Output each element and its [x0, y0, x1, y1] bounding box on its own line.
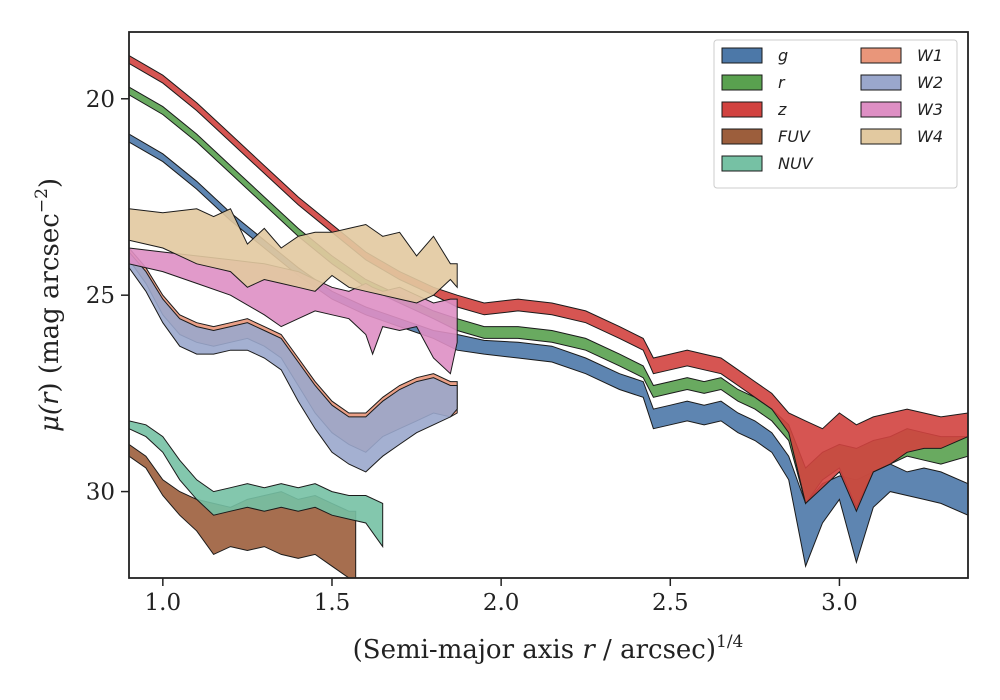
- band-nuv: [129, 420, 384, 549]
- x-tick-label: 1.0: [145, 590, 182, 616]
- x-tick-label: 3.0: [821, 590, 858, 616]
- legend-label: W4: [917, 127, 943, 146]
- band-w4: [129, 208, 458, 304]
- legend-swatch: [721, 128, 763, 145]
- legend-label: W3: [917, 100, 943, 119]
- legend-swatch: [721, 101, 763, 118]
- legend-label: g: [778, 46, 788, 65]
- surface-brightness-bands: [129, 55, 968, 578]
- legend-swatch: [860, 74, 902, 91]
- legend-swatch: [860, 47, 902, 64]
- legend-label: W1: [917, 46, 943, 65]
- y-tick-label: 25: [86, 283, 115, 309]
- band-fuv: [129, 443, 357, 578]
- legend-label: NUV: [778, 154, 814, 173]
- x-tick-label: 2.5: [652, 590, 689, 616]
- x-tick-label: 1.5: [314, 590, 351, 616]
- band-g: [129, 133, 968, 568]
- legend: grz FUV NUV W1 W2 W3 W4: [713, 39, 958, 189]
- legend-swatch: [860, 101, 902, 118]
- legend-swatch: [721, 74, 763, 91]
- legend-swatch: [860, 128, 902, 145]
- legend-label: r: [778, 73, 786, 92]
- legend-label: W2: [917, 73, 943, 92]
- x-axis-ticks: 1.0 1.5 2.0 2.5 3.0: [145, 578, 858, 616]
- y-tick-label: 20: [86, 87, 115, 113]
- legend-swatch: [721, 155, 763, 172]
- plot-frame: [128, 31, 969, 579]
- legend-swatch: [721, 47, 763, 64]
- legend-label: FUV: [778, 127, 811, 146]
- y-axis-title: μ(r) (mag arcsec−2): [32, 178, 65, 432]
- band-r: [129, 86, 968, 509]
- band-z: [129, 55, 968, 513]
- band-w2: [129, 251, 458, 473]
- legend-label: z: [777, 100, 787, 119]
- y-tick-label: 30: [86, 480, 115, 506]
- y-axis-ticks: 20 25 30: [86, 87, 129, 506]
- x-axis-title: (Semi-major axis r / arcsec)1/4: [353, 632, 744, 665]
- x-tick-label: 2.0: [483, 590, 520, 616]
